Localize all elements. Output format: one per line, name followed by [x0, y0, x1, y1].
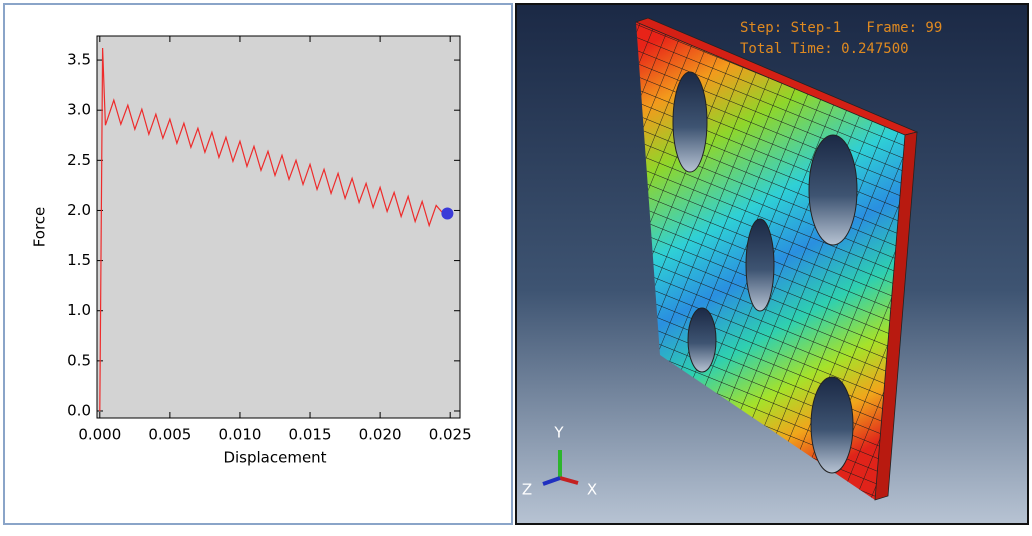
- y-tick-label: 0.0: [67, 401, 91, 419]
- force-curve: [99, 48, 444, 411]
- y-tick-label: 3.5: [67, 51, 91, 69]
- plot-area: [96, 35, 461, 419]
- current-point: [441, 207, 454, 220]
- triad: [542, 450, 579, 486]
- triad-label: Y: [553, 424, 564, 442]
- fe-model: [634, 17, 919, 501]
- x-tick-label: 0.025: [429, 426, 472, 444]
- x-tick-label: 0.015: [289, 426, 332, 444]
- y-tick-label: 1.5: [67, 251, 91, 269]
- y-tick-label: 1.0: [67, 301, 91, 319]
- y-tick-label: 2.5: [67, 151, 91, 169]
- x-tick-label: 0.010: [218, 426, 261, 444]
- step-info: Step: Step-1 Frame: 99: [740, 20, 942, 36]
- y-axis-label: Force: [31, 207, 49, 248]
- x-axis-label: Displacement: [223, 449, 326, 467]
- triad-label: Z: [522, 481, 532, 499]
- y-tick-label: 3.0: [67, 101, 91, 119]
- y-tick-label: 2.0: [67, 201, 91, 219]
- x-tick-label: 0.005: [148, 426, 191, 444]
- x-tick-label: 0.000: [78, 426, 121, 444]
- time-info: Total Time: 0.247500: [740, 41, 909, 57]
- x-tick-label: 0.020: [359, 426, 402, 444]
- y-tick-label: 0.5: [67, 351, 91, 369]
- triad-label: X: [587, 481, 597, 499]
